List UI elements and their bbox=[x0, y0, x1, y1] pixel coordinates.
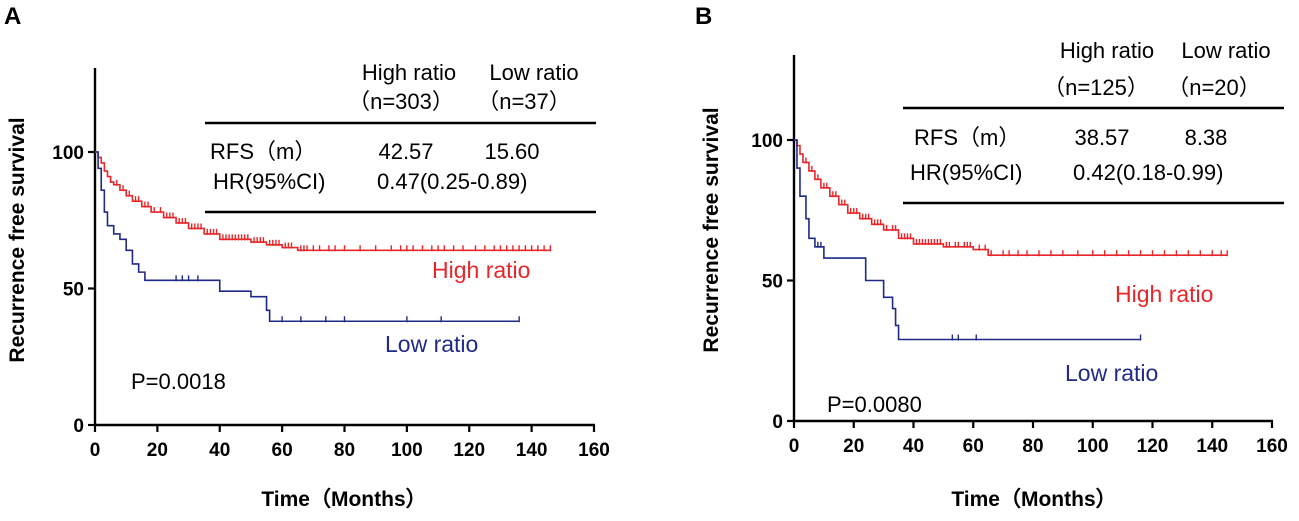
y-tick-label-a: 50 bbox=[63, 280, 84, 301]
table-header-high-b: High ratio bbox=[1060, 38, 1154, 63]
x-tick-label-b: 140 bbox=[1196, 436, 1228, 457]
table-cell-rfs-low-b: 8.38 bbox=[1185, 125, 1228, 150]
km-curve-low-ratio-a bbox=[95, 151, 520, 323]
x-tick-label-b: 160 bbox=[1256, 436, 1288, 457]
p-value-b: P=0.0080 bbox=[827, 392, 922, 417]
x-tick-label-b: 20 bbox=[843, 436, 864, 457]
km-curve-high-ratio-b bbox=[794, 139, 1228, 257]
series-group-b bbox=[794, 139, 1228, 341]
series-label-high-a: High ratio bbox=[432, 257, 530, 283]
x-tick-label-a: 80 bbox=[334, 440, 355, 461]
y-axis-title-a: Recurrence free survival bbox=[6, 117, 29, 362]
table-header-low-b: Low ratio bbox=[1181, 38, 1270, 63]
table-cell-hr-a: 0.47(0.25-0.89) bbox=[377, 169, 527, 194]
x-tick-label-b: 60 bbox=[963, 436, 984, 457]
table-header-low-a: Low ratio bbox=[489, 60, 578, 85]
x-tick-label-b: 40 bbox=[903, 436, 924, 457]
p-value-a: P=0.0018 bbox=[131, 369, 226, 394]
table-row-label-hr-a: HR(95%CI) bbox=[213, 169, 325, 194]
x-tick-label-b: 120 bbox=[1137, 436, 1169, 457]
x-tick-label-a: 0 bbox=[90, 440, 101, 461]
x-tick-label-a: 100 bbox=[391, 440, 423, 461]
series-label-low-b: Low ratio bbox=[1065, 360, 1158, 386]
y-tick-label-b: 50 bbox=[762, 272, 783, 293]
x-tick-label-b: 80 bbox=[1022, 436, 1043, 457]
series-group-a bbox=[95, 151, 552, 323]
table-cell-rfs-high-b: 38.57 bbox=[1074, 125, 1129, 150]
series-label-low-a: Low ratio bbox=[385, 331, 478, 357]
table-cell-rfs-low-a: 15.60 bbox=[484, 139, 539, 164]
series-label-high-b: High ratio bbox=[1115, 281, 1213, 307]
panel-label-a: A bbox=[4, 3, 21, 30]
x-tick-label-b: 100 bbox=[1077, 436, 1109, 457]
x-axis-title-a: Time（Months） bbox=[261, 487, 426, 511]
x-tick-label-b: 0 bbox=[789, 436, 800, 457]
panel-label-b: B bbox=[695, 3, 712, 30]
y-tick-label-a: 0 bbox=[73, 416, 84, 437]
table-subheader-high-a: （n=303） bbox=[348, 89, 454, 114]
axes-b: 0 20 40 60 80 100 120 140 160 0 50 100 bbox=[751, 55, 1288, 457]
x-tick-label-a: 20 bbox=[147, 440, 168, 461]
y-tick-label-a: 100 bbox=[52, 143, 84, 164]
axes-a: 0 20 40 60 80 100 120 140 160 0 50 100 bbox=[52, 68, 610, 461]
x-tick-label-a: 60 bbox=[272, 440, 293, 461]
table-subheader-low-b: （n=20） bbox=[1167, 75, 1261, 100]
table-subheader-high-b: （n=125） bbox=[1043, 75, 1149, 100]
y-tick-label-b: 0 bbox=[772, 412, 783, 433]
x-tick-label-a: 120 bbox=[453, 440, 485, 461]
x-axis-title-b: Time（Months） bbox=[951, 487, 1116, 511]
table-subheader-low-a: （n=37） bbox=[477, 89, 571, 114]
panel-b: B Recurrence free survival Time（Months） … bbox=[695, 3, 1288, 511]
y-axis-title-b: Recurrence free survival bbox=[700, 107, 723, 352]
x-tick-label-a: 140 bbox=[516, 440, 548, 461]
y-tick-label-b: 100 bbox=[751, 131, 783, 152]
panel-a: A Recurrence free survival Time（Months） … bbox=[4, 3, 610, 511]
table-row-label-hr-b: HR(95%CI) bbox=[910, 160, 1022, 185]
table-cell-rfs-high-a: 42.57 bbox=[378, 139, 433, 164]
x-tick-label-a: 40 bbox=[209, 440, 230, 461]
km-curve-low-ratio-b bbox=[794, 139, 1141, 341]
x-tick-label-a: 160 bbox=[578, 440, 610, 461]
table-row-label-rfs-b: RFS（m） bbox=[914, 125, 1020, 150]
table-cell-hr-b: 0.42(0.18-0.99) bbox=[1073, 160, 1223, 185]
km-curve-high-ratio-a bbox=[95, 151, 551, 252]
table-header-high-a: High ratio bbox=[362, 60, 456, 85]
table-row-label-rfs-a: RFS（m） bbox=[210, 139, 316, 164]
